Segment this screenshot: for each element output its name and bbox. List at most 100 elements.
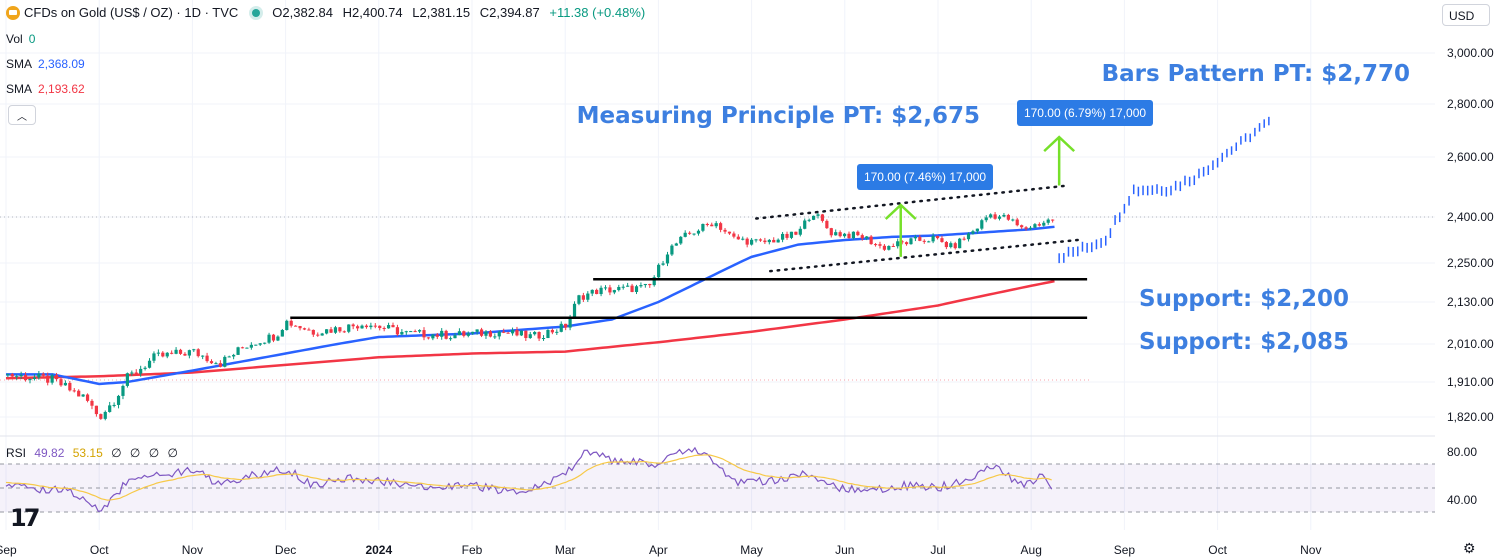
channel-upper — [755, 184, 1070, 220]
x-tick-label: Mar — [555, 543, 576, 557]
candle-body — [958, 238, 962, 249]
candle-body — [245, 347, 249, 349]
x-tick-label: Nov — [182, 543, 203, 557]
x-tick-label: Apr — [649, 543, 668, 557]
candle-body — [72, 390, 76, 392]
candle-body — [767, 239, 771, 243]
candle-body — [254, 344, 258, 346]
candle-body — [493, 336, 497, 338]
candle-body — [568, 316, 572, 328]
chart-axes: 3,000.00 2,800.00 2,600.00 2,400.00 2,250.00… — [0, 46, 1494, 557]
candle-body — [10, 374, 14, 377]
candle-body — [316, 334, 320, 336]
chevron-up-icon: ︿ — [17, 111, 27, 123]
candle-body — [506, 332, 510, 334]
candle-body — [130, 372, 134, 374]
candle-body — [652, 277, 656, 286]
candle-body — [28, 379, 32, 381]
candle-body — [639, 285, 643, 287]
candle-body — [19, 375, 23, 377]
collapse-indicators-button[interactable]: ︿ — [8, 105, 36, 125]
candle-body — [794, 231, 798, 235]
rsi-extra-2: ∅ — [129, 446, 141, 460]
candle-body — [1037, 224, 1041, 226]
candle-body — [307, 329, 311, 331]
candle-body — [271, 334, 276, 341]
candle-body — [125, 373, 129, 386]
candle-body — [927, 241, 931, 243]
candle-body — [789, 231, 794, 238]
candle-body — [736, 236, 740, 240]
candle-body — [763, 240, 767, 243]
candle-body — [347, 324, 351, 332]
candle-body — [1002, 214, 1006, 217]
candle-body — [617, 286, 621, 291]
candle-body — [904, 242, 909, 245]
candle-body — [714, 223, 718, 227]
sma-slow-indicator[interactable]: SMA 2,193.62 — [6, 82, 85, 96]
rsi-extra-3: ∅ — [148, 446, 160, 460]
market-status-icon — [252, 8, 261, 17]
candle-body — [453, 335, 457, 339]
candle-body — [165, 352, 169, 357]
candle-body — [727, 231, 732, 234]
candle-body — [94, 405, 99, 415]
candle-body — [192, 349, 196, 351]
candle-body — [214, 363, 218, 365]
candle-body — [701, 223, 705, 231]
candle-body — [280, 329, 284, 337]
candle-body — [993, 214, 997, 219]
candle-body — [891, 246, 895, 248]
volume-indicator[interactable]: Vol 0 — [6, 32, 35, 46]
x-tick-label: Aug — [1021, 543, 1042, 557]
sma-fast-indicator[interactable]: SMA 2,368.09 — [6, 57, 85, 71]
measuring-principle-label: Measuring Principle PT: $2,675 — [577, 103, 980, 129]
candle-body — [772, 239, 776, 243]
candle-body — [395, 327, 400, 335]
candle-body — [311, 329, 315, 335]
x-tick-label: Feb — [462, 543, 483, 557]
candle-body — [369, 325, 373, 328]
candle-body — [754, 239, 758, 241]
candle-body — [688, 232, 692, 234]
candle-body — [900, 241, 904, 243]
candle-body — [608, 287, 612, 293]
candle-body — [417, 330, 422, 332]
candle-body — [15, 376, 19, 378]
measure-label-box — [1017, 100, 1153, 126]
y-tick-label: 2,130.00 — [1447, 295, 1494, 309]
candle-body — [710, 224, 714, 227]
candle-body — [856, 231, 860, 236]
candle-body — [121, 385, 125, 396]
candle-body — [785, 233, 789, 238]
candle-body — [285, 320, 289, 330]
candle-body — [103, 411, 107, 419]
candle-body — [77, 390, 81, 397]
candle-body — [878, 244, 882, 246]
candle-body — [842, 233, 847, 237]
candle-body — [23, 375, 28, 381]
candle-body — [989, 214, 993, 218]
candle-body — [409, 331, 413, 333]
candle-body — [577, 295, 581, 304]
candle-body — [360, 325, 364, 329]
rsi-legend[interactable]: RSI 49.82 53.15 ∅ ∅ ∅ ∅ — [6, 446, 183, 460]
candle-body — [59, 379, 63, 386]
candle-body — [187, 350, 191, 356]
candle-body — [170, 352, 174, 354]
gear-icon[interactable]: ⚙ — [1463, 540, 1476, 556]
candle-body — [599, 287, 603, 295]
candle-body — [484, 331, 488, 336]
candle-body — [997, 216, 1002, 219]
candle-body — [679, 236, 683, 244]
candle-body — [209, 361, 214, 364]
candle-body — [466, 333, 470, 336]
symbol-title[interactable]: CFDs on Gold (US$ / OZ) · 1D · TVC — [24, 5, 239, 20]
candle-body — [803, 220, 807, 229]
candle-body — [183, 353, 187, 356]
candle-body — [236, 347, 240, 355]
candle-body — [302, 328, 307, 330]
currency-selector[interactable]: USD — [1442, 4, 1490, 26]
tradingview-logo[interactable]: 17 — [10, 504, 40, 532]
